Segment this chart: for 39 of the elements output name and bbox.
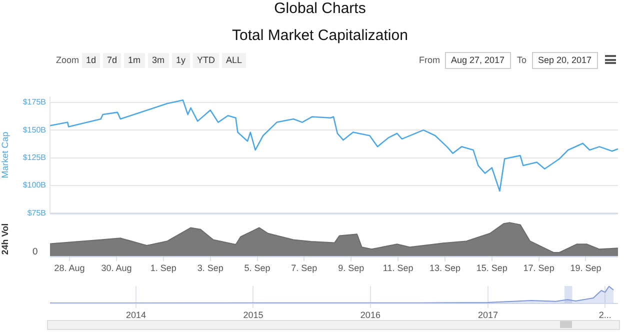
x-tick-label: 11. Sep	[382, 263, 414, 274]
x-tick-label: 2014	[126, 310, 146, 320]
x-tick-label: 19. Sep	[570, 263, 602, 274]
zoom-button[interactable]: YTD	[193, 53, 219, 68]
y-tick-label: $175B	[22, 98, 46, 107]
y-axis-title: 24h Vol	[0, 223, 10, 255]
x-tick-label: 30. Aug	[101, 263, 132, 274]
x-tick-label: 2017	[478, 310, 498, 320]
y-tick-label: $75B	[27, 208, 46, 218]
text: To	[517, 55, 527, 65]
x-tick-label: 15. Sep	[476, 263, 508, 274]
zoom-button[interactable]: 3m	[148, 53, 169, 68]
date-field[interactable]: Sep 20, 2017	[532, 52, 598, 69]
x-tick-label: 3. Sep	[197, 263, 224, 274]
zoom-button[interactable]: 1d	[82, 53, 100, 68]
x-tick-label: 1. Sep	[150, 263, 176, 274]
y-axis-title: Market Cap	[0, 132, 10, 178]
zoom-button[interactable]: 7d	[103, 53, 122, 68]
x-tick-label: 2...	[598, 310, 612, 320]
x-tick-label: 2016	[360, 310, 380, 320]
y-tick-label: $100B	[22, 180, 46, 190]
x-tick-label: 9. Sep	[338, 263, 364, 274]
x-tick-label: 17. Sep	[523, 263, 554, 274]
text: 0	[32, 248, 38, 258]
y-tick-label: $150B	[22, 125, 46, 134]
x-tick-label: 13. Sep	[429, 263, 460, 274]
x-tick-label: 5. Sep	[244, 263, 270, 274]
zoom-button[interactable]: 1m	[124, 53, 145, 68]
chart-subtitle: Total Market Capitalization	[231, 27, 409, 44]
x-tick-label: 28. Aug	[54, 263, 85, 274]
chart-title: Global Charts	[273, 0, 367, 17]
x-tick-label: 2015	[243, 310, 264, 320]
date-field[interactable]: Aug 27, 2017	[445, 52, 511, 69]
zoom-button[interactable]: ALL	[222, 53, 246, 68]
zoom-button[interactable]: 1y	[172, 53, 190, 68]
text: Zoom	[56, 55, 80, 65]
y-tick-label: $125B	[22, 152, 46, 162]
x-tick-label: 7. Sep	[291, 263, 318, 274]
text: From	[419, 55, 440, 65]
